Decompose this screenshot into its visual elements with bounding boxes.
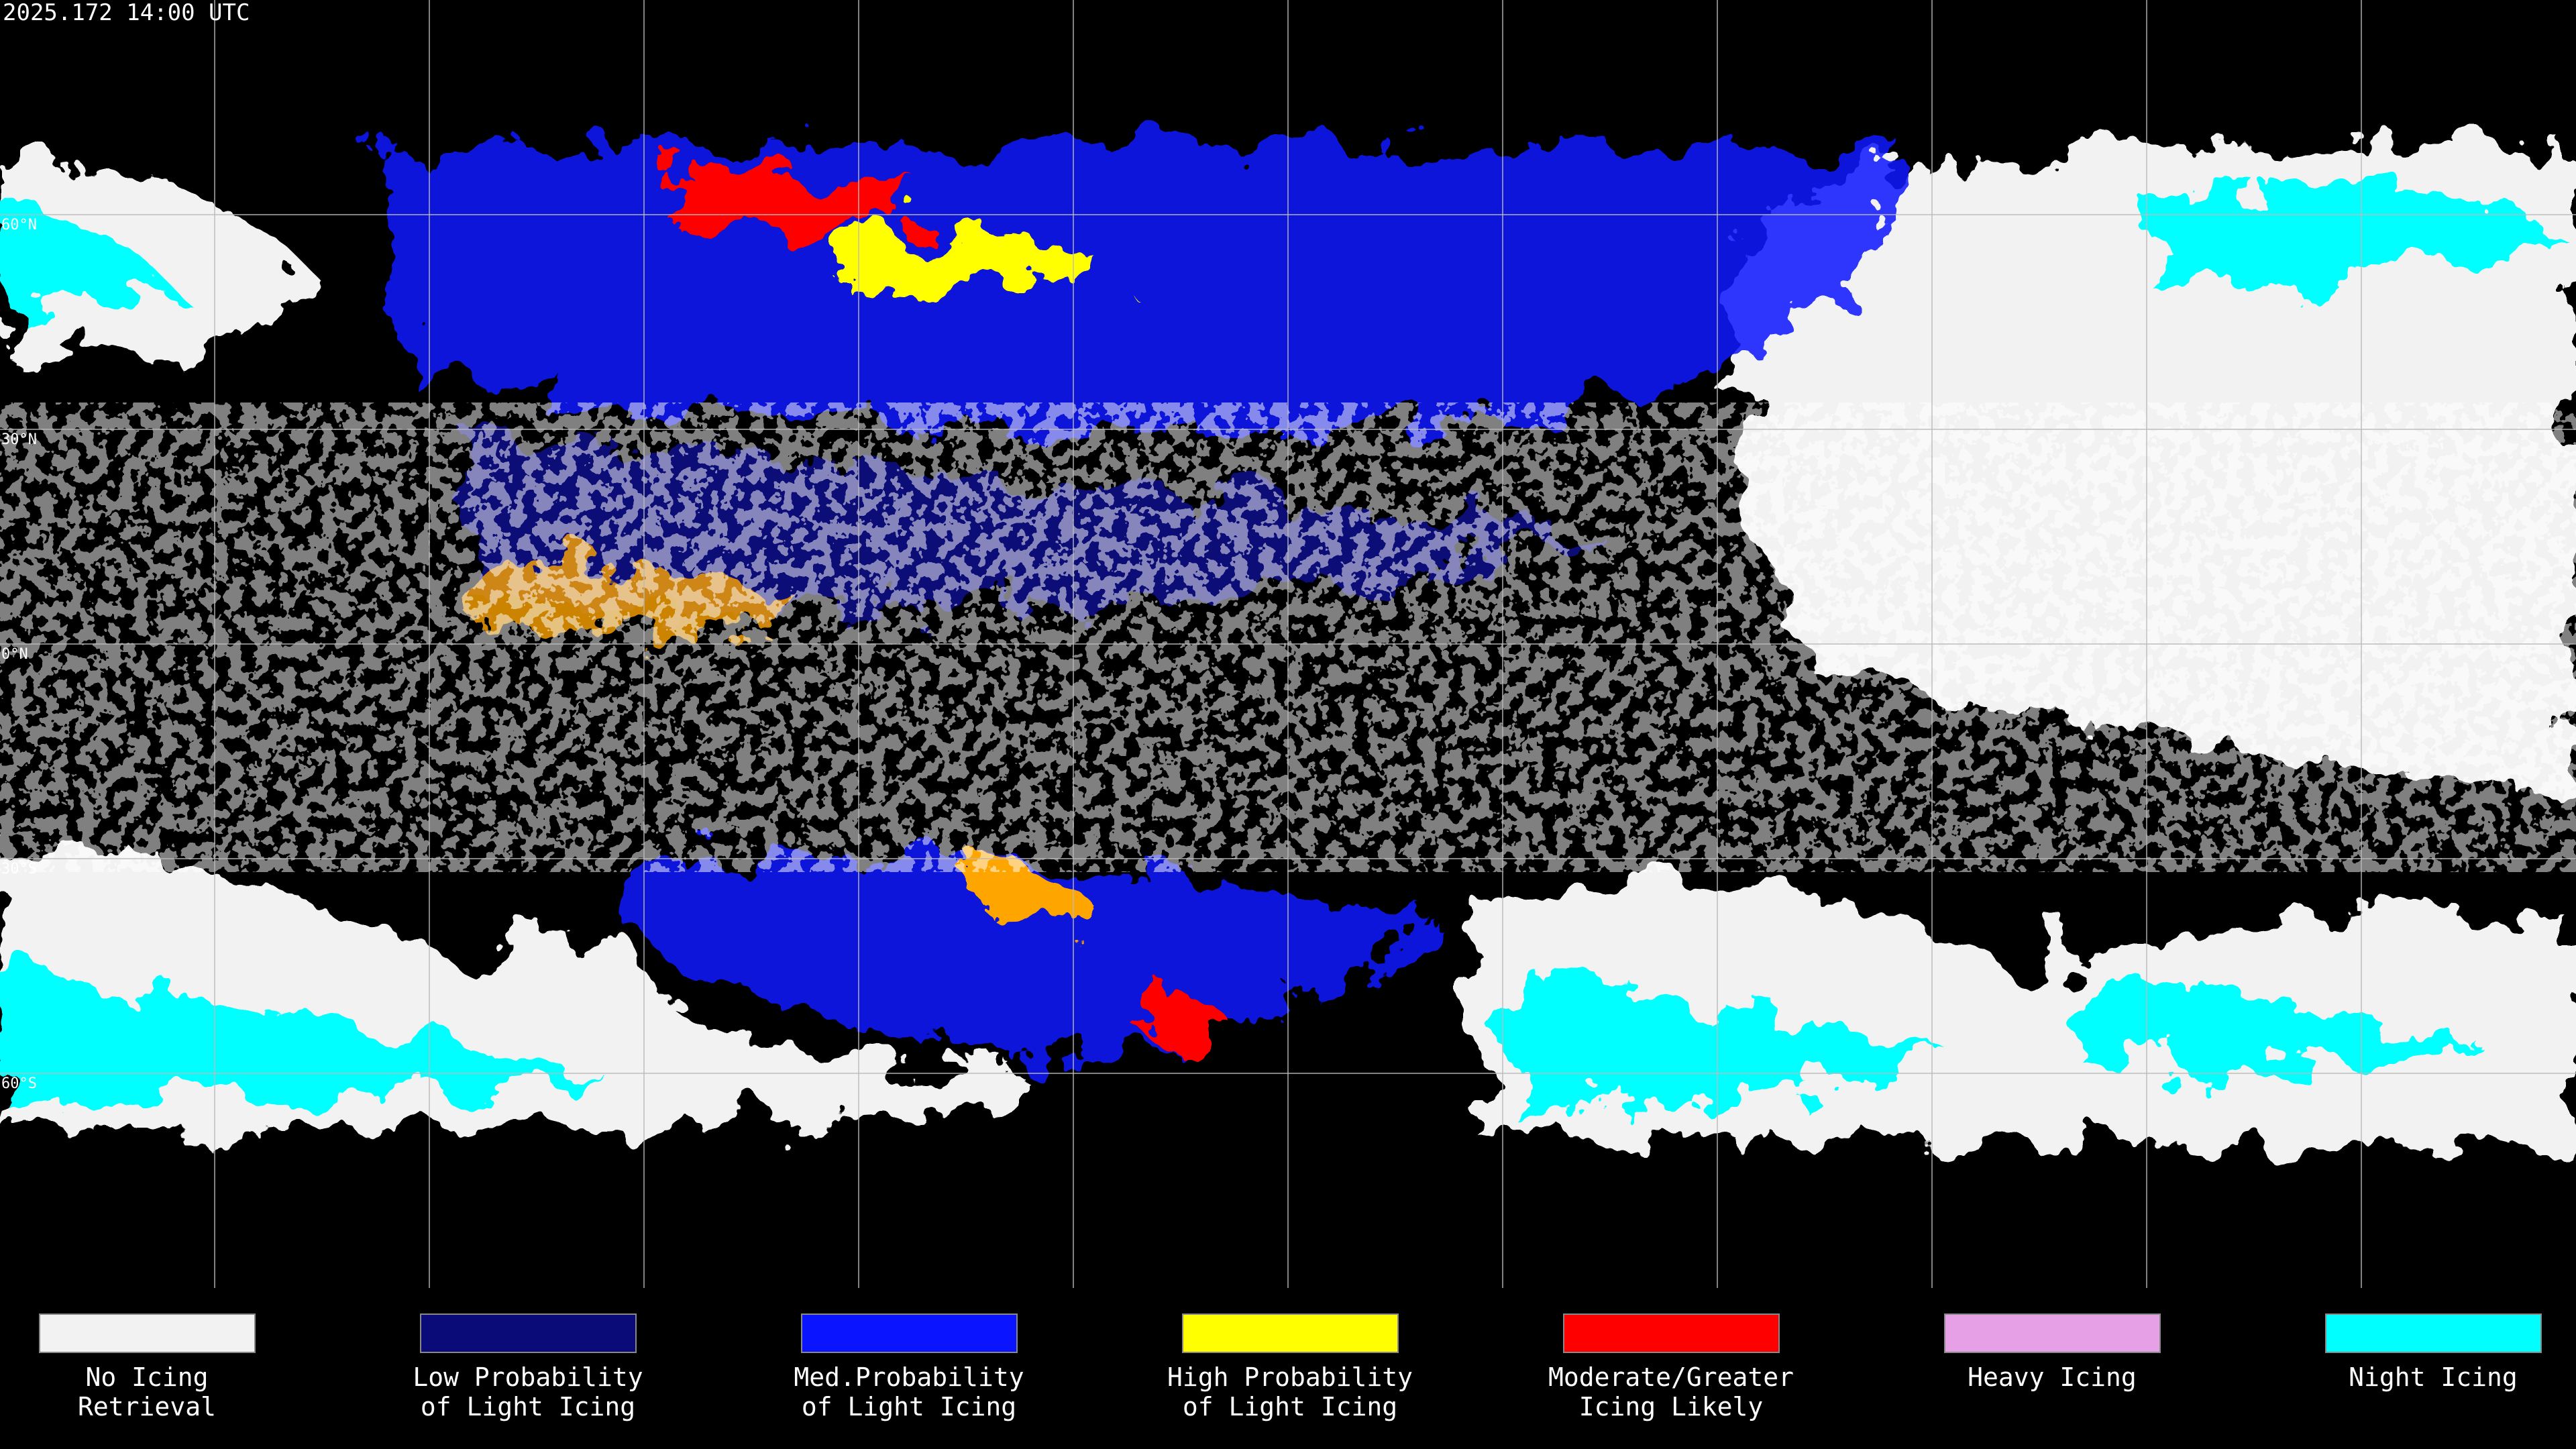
legend-swatch [2325,1313,2542,1353]
legend-swatch [1944,1313,2161,1353]
timestamp: 2025.172 14:00 UTC [3,0,250,26]
legend-label: Low Probability [413,1362,643,1392]
lat-labels: 60°N 30°N 0°N 30°S 60°S [1,217,37,1092]
legend-swatch [1182,1313,1399,1353]
lat-label: 60°S [1,1075,37,1092]
graticule [0,0,2576,1288]
legend-label: Moderate/Greater [1548,1362,1794,1392]
legend-label: Night Icing [2349,1362,2518,1392]
legend-label: Med.Probability [794,1362,1024,1392]
legend-label: Retrieval [78,1392,216,1421]
lat-label: 60°N [1,217,37,233]
legend-label: Heavy Icing [1968,1362,2137,1392]
lat-label: 0°N [1,646,28,663]
legend-label: of Light Icing [421,1392,635,1421]
legend-swatch [420,1313,637,1353]
lat-label: 30°N [1,431,37,448]
legend-swatch [39,1313,256,1353]
legend-label: of Light Icing [802,1392,1016,1421]
legend-label: Icing Likely [1579,1392,1764,1421]
lat-label: 30°S [1,861,37,877]
legend-label: High Probability [1167,1362,1413,1392]
legend-label: No Icing [85,1362,208,1392]
legend-label: of Light Icing [1183,1392,1397,1421]
legend-swatch [801,1313,1018,1353]
legend-swatch [1563,1313,1780,1353]
